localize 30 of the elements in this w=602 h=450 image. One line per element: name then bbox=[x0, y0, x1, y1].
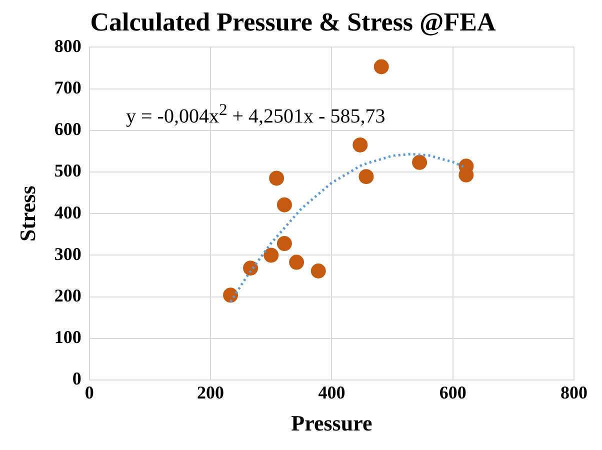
x-axis-title: Pressure bbox=[291, 410, 372, 436]
point bbox=[374, 59, 389, 74]
y-axis-title: Stress bbox=[14, 185, 40, 242]
point bbox=[358, 169, 374, 184]
x-tick-label: 800 bbox=[560, 382, 588, 402]
y-tick-label: 100 bbox=[54, 327, 82, 348]
x-tick-label: 0 bbox=[84, 382, 94, 402]
y-tick-label: 300 bbox=[54, 244, 82, 264]
chart-title: Calculated Pressure & Stress @FEA bbox=[90, 7, 496, 36]
point bbox=[289, 254, 304, 270]
point bbox=[243, 260, 258, 276]
point bbox=[412, 154, 428, 170]
y-tick-label: 800 bbox=[54, 36, 82, 56]
y-tick-label: 200 bbox=[54, 285, 82, 306]
y-tick-label: 0 bbox=[72, 368, 82, 389]
point bbox=[310, 264, 326, 279]
point bbox=[352, 137, 368, 152]
x-tick-label: 200 bbox=[197, 382, 224, 402]
point bbox=[269, 170, 284, 186]
x-tick-label: 400 bbox=[318, 382, 346, 402]
point bbox=[276, 197, 292, 212]
annotation: y = -0,004x$^{2}$ + 4,2501x - 585,73 bbox=[126, 100, 386, 129]
y-tick-label: 400 bbox=[54, 202, 82, 222]
point bbox=[264, 248, 279, 263]
x-tick-label: 600 bbox=[439, 382, 466, 402]
point bbox=[276, 236, 292, 252]
y-tick-label: 500 bbox=[54, 160, 82, 181]
y-tick-label: 700 bbox=[54, 77, 82, 98]
y-tick-label: 600 bbox=[54, 119, 82, 140]
point bbox=[223, 288, 238, 303]
